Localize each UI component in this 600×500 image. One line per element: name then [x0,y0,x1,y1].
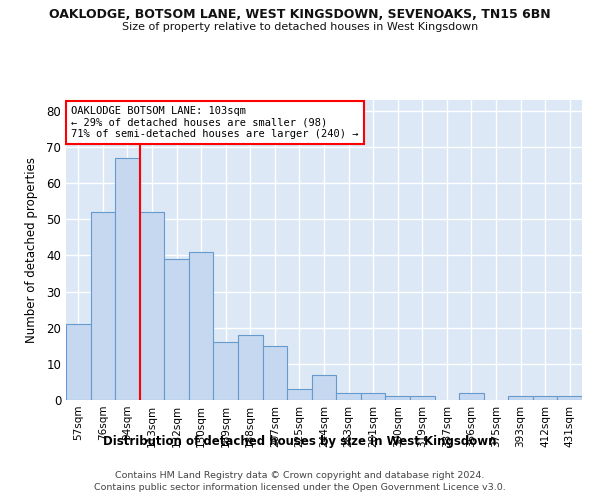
Bar [164,259,189,400]
Bar [336,393,361,400]
Bar [459,393,484,400]
Text: Contains HM Land Registry data © Crown copyright and database right 2024.: Contains HM Land Registry data © Crown c… [115,471,485,480]
Bar [214,342,238,400]
Bar [91,212,115,400]
Text: OAKLODGE, BOTSOM LANE, WEST KINGSDOWN, SEVENOAKS, TN15 6BN: OAKLODGE, BOTSOM LANE, WEST KINGSDOWN, S… [49,8,551,20]
Text: Distribution of detached houses by size in West Kingsdown: Distribution of detached houses by size … [103,435,497,448]
Bar [287,389,312,400]
Bar [508,396,533,400]
Bar [189,252,214,400]
Bar [557,396,582,400]
Bar [533,396,557,400]
Bar [238,335,263,400]
Bar [140,212,164,400]
Text: OAKLODGE BOTSOM LANE: 103sqm
← 29% of detached houses are smaller (98)
71% of se: OAKLODGE BOTSOM LANE: 103sqm ← 29% of de… [71,106,359,139]
Bar [410,396,434,400]
Bar [66,324,91,400]
Text: Contains public sector information licensed under the Open Government Licence v3: Contains public sector information licen… [94,484,506,492]
Bar [385,396,410,400]
Bar [115,158,140,400]
Bar [361,393,385,400]
Y-axis label: Number of detached properties: Number of detached properties [25,157,38,343]
Text: Size of property relative to detached houses in West Kingsdown: Size of property relative to detached ho… [122,22,478,32]
Bar [312,374,336,400]
Bar [263,346,287,400]
